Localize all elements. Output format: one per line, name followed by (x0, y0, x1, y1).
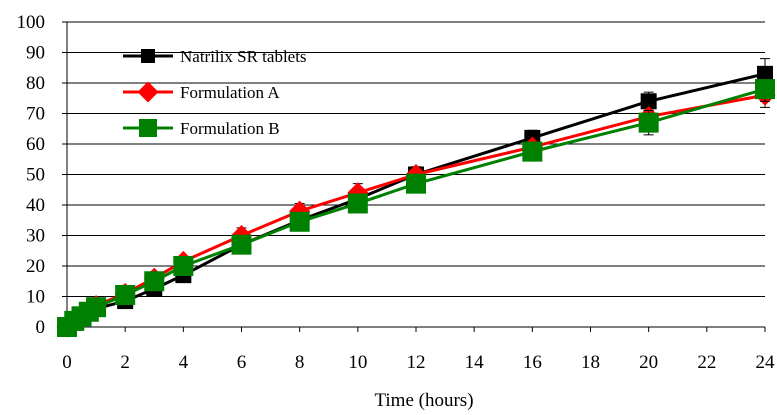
x-axis-title: Time (hours) (374, 390, 473, 411)
data-point (638, 112, 659, 133)
x-tick-label-8: 8 (295, 352, 305, 373)
series-1 (56, 82, 776, 338)
legend-swatch-marker-2 (139, 119, 157, 137)
x-tick-label-14: 14 (465, 352, 485, 373)
data-point (289, 211, 310, 232)
x-tick-label-18: 18 (581, 352, 600, 373)
series-0 (59, 58, 773, 335)
legend-label-1: Formulation A (180, 83, 280, 102)
data-point (757, 65, 773, 82)
x-tick-label-10: 10 (348, 352, 367, 373)
y-tick-label-0: 0 (36, 317, 46, 338)
series-line-1 (66, 93, 766, 329)
x-tick-label-22: 22 (697, 352, 716, 373)
x-tick-label-20: 20 (639, 352, 658, 373)
data-point (173, 256, 194, 276)
y-tick-label-50: 50 (26, 165, 45, 186)
series-2 (57, 76, 775, 337)
y-tick-label-30: 30 (26, 226, 45, 247)
data-point (640, 93, 657, 110)
data-point (144, 271, 165, 292)
data-point (231, 234, 252, 255)
data-point (86, 297, 107, 318)
data-point (755, 79, 775, 100)
legend-label-2: Formulation B (180, 119, 280, 138)
x-tick-label-12: 12 (407, 352, 426, 373)
y-tick-label-80: 80 (26, 73, 45, 94)
x-tick-label-16: 16 (523, 352, 542, 373)
legend: Natrilix SR tablets Formulation A Formulat… (123, 47, 307, 138)
x-tick-label-6: 6 (237, 352, 247, 373)
y-tick-label-70: 70 (26, 104, 45, 125)
y-tick-label-10: 10 (26, 287, 45, 308)
y-tick-label-40: 40 (26, 195, 45, 216)
y-tick-label-90: 90 (26, 43, 45, 64)
data-point (347, 193, 368, 214)
y-tick-label-60: 60 (26, 134, 45, 155)
legend-swatch-marker-1 (137, 81, 159, 103)
x-tick-label-2: 2 (120, 352, 130, 373)
data-point (406, 173, 426, 194)
y-tick-label-100: 100 (17, 12, 46, 33)
x-tick-label-4: 4 (179, 352, 189, 373)
series-line-2 (66, 87, 766, 329)
x-tick-label-24: 24 (756, 352, 776, 373)
data-point (115, 284, 136, 305)
legend-swatch-marker-0 (141, 49, 155, 63)
legend-label-0: Natrilix SR tablets (180, 47, 307, 66)
y-tick-label-20: 20 (26, 256, 45, 277)
series-line-0 (66, 72, 766, 329)
data-point (522, 141, 543, 162)
gridlines (67, 21, 765, 297)
series-group (56, 58, 776, 338)
x-tick-label-0: 0 (62, 352, 72, 373)
